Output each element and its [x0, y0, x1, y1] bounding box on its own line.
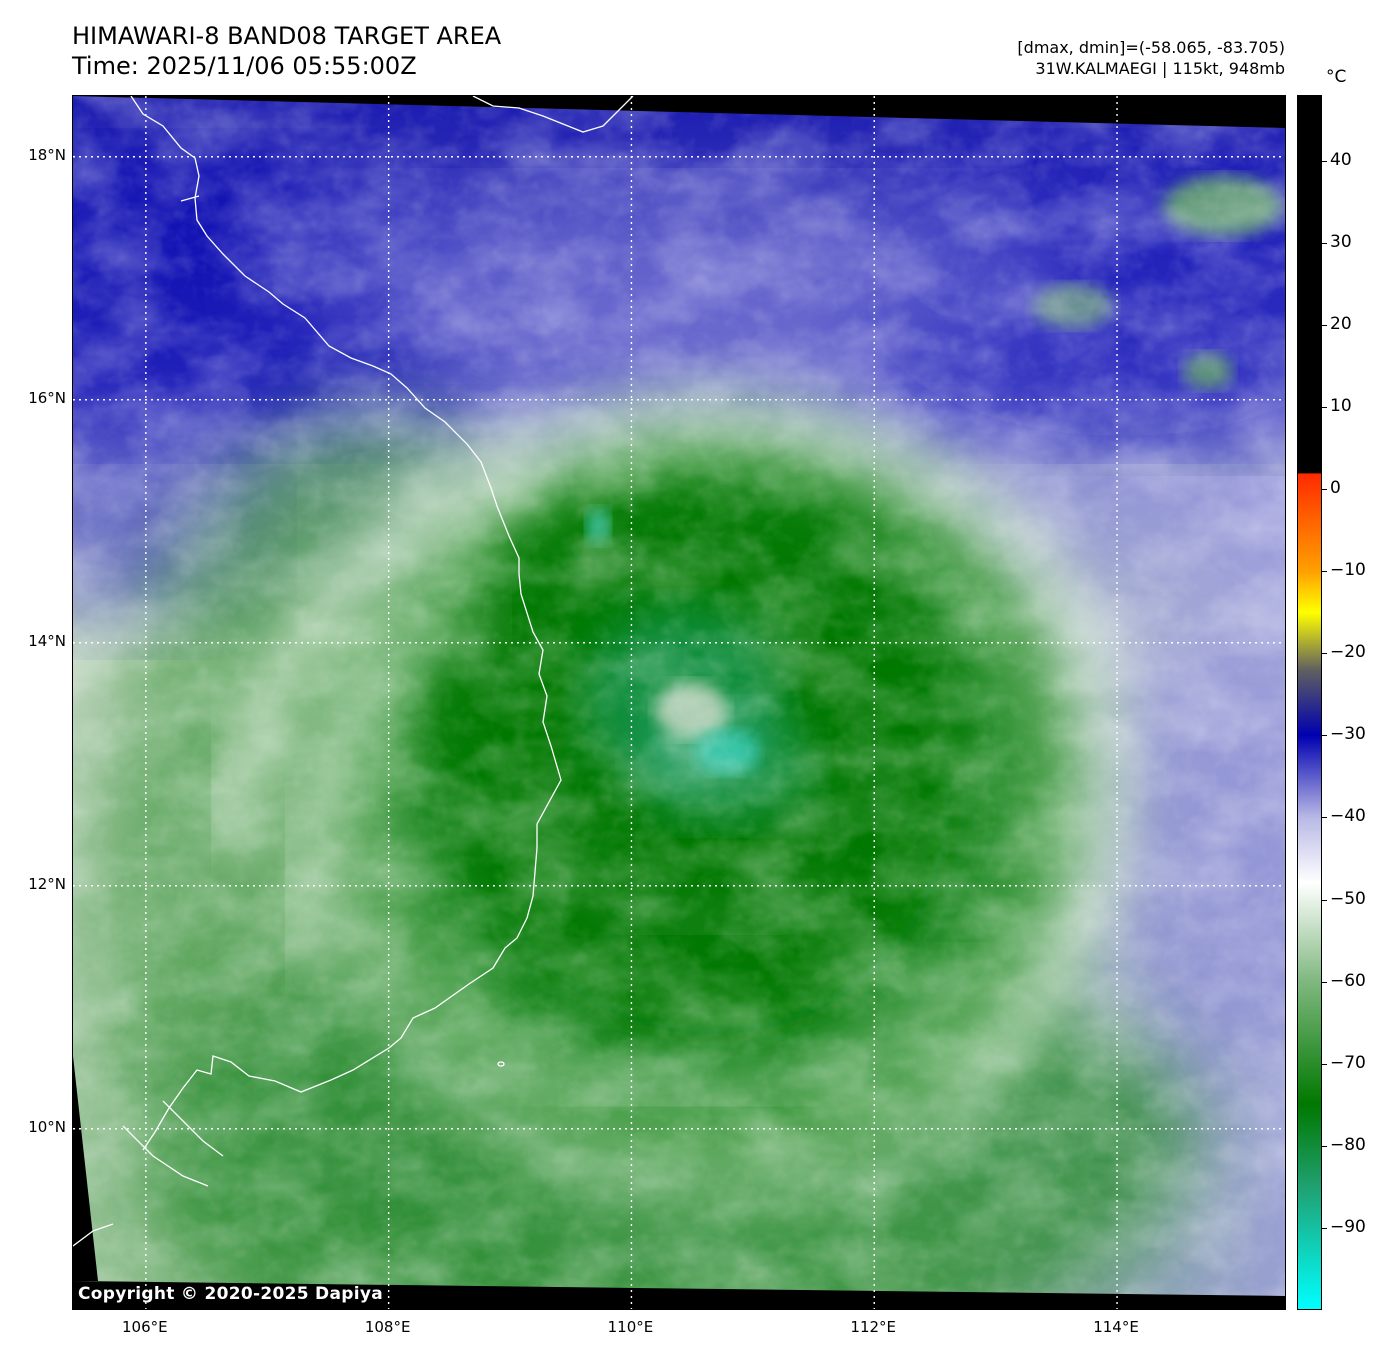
colorbar-tick-label: −40 — [1330, 806, 1366, 827]
colorbar-tick-label: −70 — [1330, 1052, 1366, 1073]
colorbar-tick-label: 0 — [1330, 478, 1341, 499]
colorbar-unit: °C — [1326, 67, 1347, 87]
colorbar-tick-label: 40 — [1330, 149, 1352, 170]
lon-tick-label: 114°E — [1093, 1318, 1139, 1336]
lat-tick-label: 16°N — [28, 388, 66, 407]
cloud-field — [73, 96, 1285, 1309]
lat-tick-label: 12°N — [28, 874, 66, 893]
lon-tick-label: 106°E — [122, 1318, 168, 1336]
graticule — [73, 96, 1285, 1309]
lon-tick-label: 108°E — [364, 1318, 411, 1336]
colorbar-tick — [1322, 242, 1327, 244]
timestamp: Time: 2025/11/06 05:55:00Z — [72, 52, 417, 80]
colorbar-tick — [1322, 489, 1327, 491]
colorbar-tick — [1322, 1145, 1327, 1147]
colorbar-tick — [1322, 981, 1327, 983]
colorbar-tick — [1322, 899, 1327, 901]
satellite-map: Copyright © 2020-2025 Dapiya — [72, 95, 1286, 1310]
dmax-dmin-readout: [dmax, dmin]=(-58.065, -83.705) — [1017, 38, 1285, 57]
colorbar-tick-label: −30 — [1330, 724, 1366, 745]
colorbar-tick — [1322, 735, 1327, 737]
colorbar-tick-label: 30 — [1330, 231, 1352, 252]
colorbar-tick-label: −80 — [1330, 1134, 1366, 1155]
colorbar-tick-label: 20 — [1330, 313, 1352, 334]
colorbar-tick-label: −10 — [1330, 560, 1366, 581]
colorbar-tick — [1322, 653, 1327, 655]
colorbar-tick-label: −50 — [1330, 888, 1366, 909]
colorbar-tick — [1322, 1227, 1327, 1229]
lat-tick-label: 10°N — [28, 1117, 66, 1136]
no-data-region-west — [73, 96, 98, 1281]
colorbar-tick — [1322, 1063, 1327, 1065]
copyright-notice: Copyright © 2020-2025 Dapiya — [78, 1284, 383, 1304]
no-data-region-south — [73, 1281, 1285, 1309]
lon-tick-label: 110°E — [607, 1318, 654, 1336]
colorbar-tick-label: −20 — [1330, 642, 1366, 663]
colorbar-tick-label: −90 — [1330, 1216, 1366, 1237]
lat-tick-label: 14°N — [28, 631, 66, 650]
colorbar-tick — [1322, 571, 1327, 573]
colorbar-tick — [1322, 324, 1327, 326]
storm-info: 31W.KALMAEGI | 115kt, 948mb — [1035, 59, 1285, 78]
colorbar-tick-label: 10 — [1330, 395, 1352, 416]
chart-title: HIMAWARI-8 BAND08 TARGET AREA — [72, 22, 502, 50]
lat-tick-label: 18°N — [28, 145, 66, 164]
colorbar-tick — [1322, 817, 1327, 819]
colorbar-tick — [1322, 160, 1327, 162]
colorbar-tick — [1322, 406, 1327, 408]
coastline — [73, 96, 634, 1247]
colorbar-tick-label: −60 — [1330, 970, 1366, 991]
lon-tick-label: 112°E — [850, 1318, 897, 1336]
satellite-imagery — [73, 96, 1285, 1309]
temperature-colorbar — [1297, 95, 1322, 1310]
